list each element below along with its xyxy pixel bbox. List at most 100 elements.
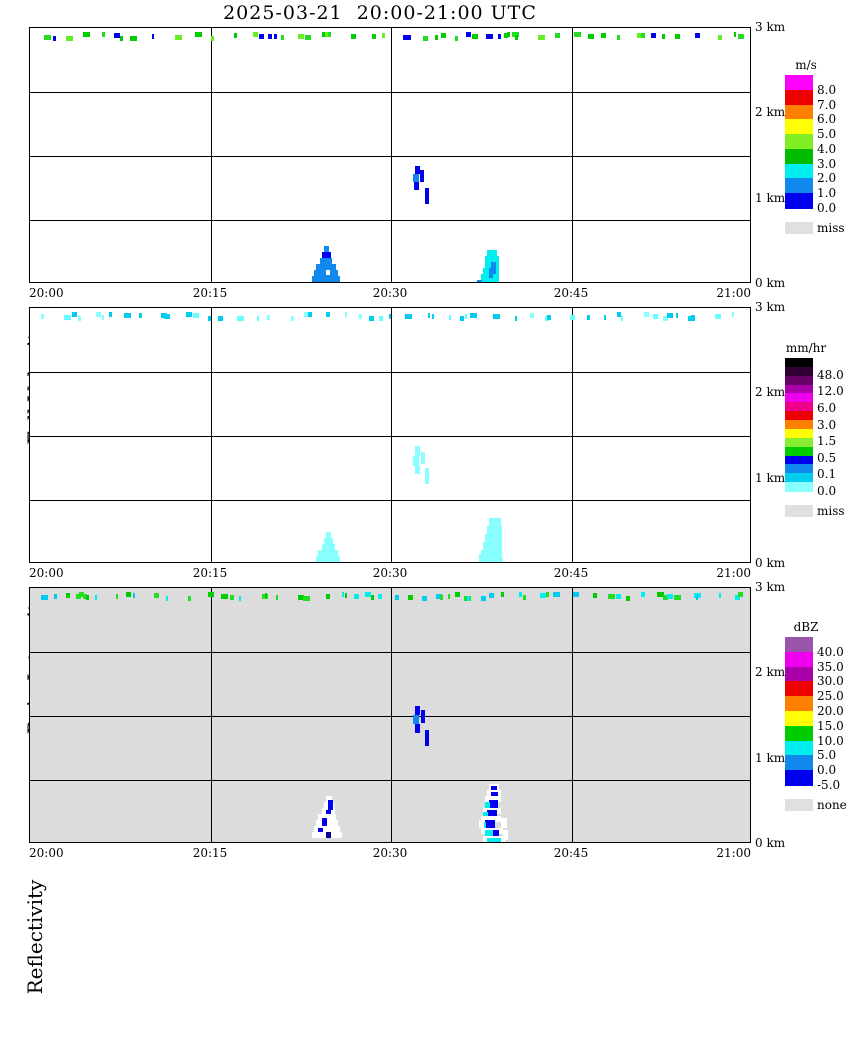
colorbar-reflectivity: dBZ 40.0 35.0 30.0 25.0 20.0 15.0 10.0 5.0 0.0 -5.…: [785, 620, 847, 812]
noise-pixel: [553, 592, 560, 597]
noise-pixel: [166, 596, 168, 601]
echo-pixel: [483, 542, 502, 550]
colorbar-band: [785, 119, 813, 135]
noise-pixel: [298, 595, 304, 600]
colorbar-tick-label: 0.5: [817, 450, 837, 465]
x-tick-label: 20:45: [553, 846, 589, 860]
echo-pixel: [479, 280, 499, 282]
noise-pixel: [221, 594, 228, 599]
noise-pixel: [133, 593, 135, 598]
radar-figure: 2025-03-21 20:00-21:00 UTC Fall Velocity…: [23, 2, 847, 994]
noise-pixel: [116, 594, 118, 599]
colorbar-band: [785, 402, 813, 412]
noise-pixel: [372, 34, 376, 39]
noise-pixel: [102, 315, 104, 320]
noise-pixel: [41, 314, 44, 319]
noise-pixel: [274, 34, 277, 39]
panel-fall-velocity-plot: [29, 27, 751, 283]
noise-pixel: [303, 596, 310, 601]
echo-pixel: [326, 270, 330, 275]
echo-pixel: [415, 446, 420, 456]
echo-pixel: [415, 724, 420, 733]
noise-pixel: [234, 33, 237, 38]
x-tick-label: 21:00: [716, 566, 751, 580]
x-tick-label: 20:00: [29, 566, 64, 580]
y-tick-label: 3 km: [755, 20, 786, 34]
noise-pixel: [72, 312, 77, 317]
noise-pixel: [540, 593, 546, 598]
noise-pixel: [718, 35, 722, 40]
colorbar-tick-label: 2.0: [817, 171, 837, 186]
noise-pixel: [695, 33, 700, 38]
noise-pixel: [663, 595, 668, 600]
noise-pixel: [382, 33, 385, 38]
noise-pixel: [617, 35, 620, 40]
colorbar-band: [785, 104, 813, 120]
echo-pixel: [487, 526, 502, 534]
panel-fall-velocity: Fall Velocity: [23, 27, 751, 445]
echo-pixel: [485, 802, 490, 810]
noise-pixel: [523, 595, 526, 600]
noise-pixel: [466, 32, 471, 37]
noise-pixel: [675, 34, 680, 39]
colorbar-band: [785, 666, 813, 682]
colorbar-band: [785, 75, 813, 91]
noise-pixel: [637, 33, 644, 38]
noise-pixel: [455, 36, 458, 41]
y-tick-label: 2 km: [755, 385, 786, 399]
colorbar-tick-label: 35.0: [817, 659, 844, 674]
noise-pixel: [186, 312, 192, 317]
noise-pixel: [395, 595, 399, 600]
colorbar-missing-label: miss: [817, 504, 845, 518]
gridline-vertical: [572, 588, 573, 842]
colorbar-rain-intensity: mm/hr 48.0 12.0 6.0 3.0 1.5 0.5 0.1 0.0 miss: [785, 341, 845, 518]
colorbar-tick-label: 25.0: [817, 689, 844, 704]
noise-pixel: [467, 596, 470, 601]
noise-pixel: [489, 593, 494, 598]
echo-pixel: [425, 188, 429, 204]
noise-pixel: [626, 596, 630, 601]
noise-pixel: [588, 34, 594, 39]
noise-pixel: [230, 595, 234, 600]
noise-pixel: [449, 315, 451, 320]
gridline-horizontal: [30, 220, 750, 221]
y-tick-label: 1 km: [755, 471, 786, 485]
colorbar-band: [785, 428, 813, 439]
noise-pixel: [305, 35, 311, 40]
noise-pixel: [601, 33, 606, 38]
x-tick-label: 20:15: [192, 566, 228, 580]
noise-pixel: [460, 316, 464, 321]
plot-background: [30, 588, 750, 842]
noise-pixel: [593, 593, 597, 598]
colorbar-band: [785, 375, 813, 386]
echo-pixel: [489, 800, 498, 810]
colorbar-tick-label: 0.1: [817, 467, 837, 482]
noise-pixel: [472, 34, 478, 39]
y-tick-label: 2 km: [755, 105, 786, 119]
x-tick-label: 20:30: [372, 566, 408, 580]
colorbar-band: [785, 755, 813, 771]
noise-pixel: [732, 312, 734, 317]
panel-reflectivity-ylabel: Reflectivity: [23, 879, 47, 995]
noise-pixel: [326, 594, 330, 599]
noise-pixel: [154, 593, 159, 598]
colorbar-band: [785, 473, 813, 483]
noise-pixel: [504, 33, 508, 38]
noise-pixel: [519, 592, 522, 597]
noise-pixel: [208, 592, 214, 597]
noise-pixel: [515, 35, 518, 40]
echo-pixel: [326, 796, 332, 802]
noise-pixel: [369, 316, 374, 321]
noise-pixel: [218, 316, 223, 321]
echo-pixel: [481, 558, 503, 562]
panel-reflectivity: Reflectivity: [23, 587, 751, 994]
x-tick-label: 20:30: [372, 286, 408, 300]
noise-pixel: [440, 595, 443, 600]
noise-pixel: [345, 312, 347, 317]
colorbar-band: [785, 455, 813, 465]
noise-pixel: [64, 315, 71, 320]
noise-pixel: [428, 313, 430, 318]
echo-pixel: [316, 556, 340, 562]
colorbar-band: [785, 464, 813, 474]
echo-pixel: [415, 706, 420, 715]
